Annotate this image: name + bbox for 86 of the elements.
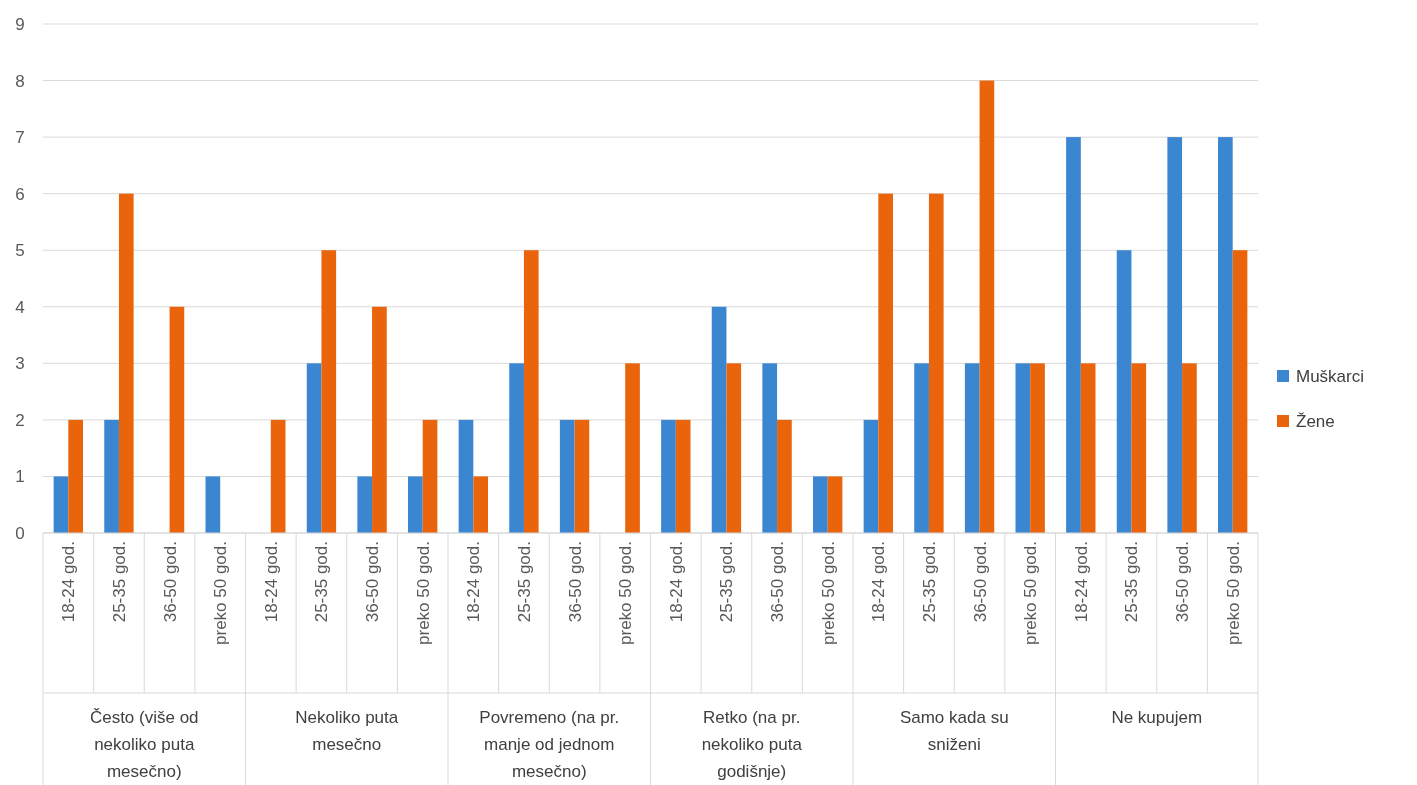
bar <box>408 476 423 533</box>
bar <box>306 363 322 533</box>
bar <box>357 476 373 533</box>
text: Često (više od nekoliko puta mesečno) <box>89 708 199 781</box>
x-tick-label: 18-24 god. <box>59 541 79 623</box>
x-tick-label: 36-50 god. <box>565 541 585 623</box>
text: Retko (na pr. nekoliko puta godišnje) <box>701 708 803 781</box>
bar <box>1015 363 1031 533</box>
bar <box>777 419 792 533</box>
y-tick-label: 6 <box>15 184 25 204</box>
x-tick-label: 36-50 god. <box>363 541 383 623</box>
legend-label: Žene <box>1296 411 1335 431</box>
bar <box>813 476 828 533</box>
x-tick-label: 25-35 god. <box>312 541 332 623</box>
bar <box>574 419 590 533</box>
x-tick-label: 36-50 god. <box>160 541 180 623</box>
bar <box>270 419 286 533</box>
bar <box>1066 137 1081 533</box>
bar <box>205 476 221 533</box>
bar <box>1167 137 1183 533</box>
bar <box>979 80 995 533</box>
bar <box>118 193 134 533</box>
text: Samo kada su sniženi <box>899 708 1009 754</box>
x-tick-label: 18-24 god. <box>261 541 281 623</box>
text: Ne kupujem <box>1111 708 1203 727</box>
x-tick-label: preko 50 god. <box>1021 541 1041 645</box>
bar <box>1218 137 1233 533</box>
bar <box>1030 363 1045 533</box>
x-tick-label: 18-24 god. <box>869 541 889 623</box>
x-tick-label: 25-35 god. <box>919 541 939 623</box>
bar <box>372 306 387 533</box>
x-tick-label: 25-35 god. <box>717 541 737 623</box>
bar <box>104 419 119 533</box>
legend-label: Muškarci <box>1296 366 1365 386</box>
bar <box>762 363 778 533</box>
bar <box>1080 363 1096 533</box>
bar <box>422 419 438 533</box>
x-tick-label: 25-35 god. <box>1122 541 1142 623</box>
x-tick-label: preko 50 god. <box>211 541 231 645</box>
x-tick-label: 18-24 god. <box>464 541 484 623</box>
x-tick-label: 36-50 god. <box>970 541 990 623</box>
x-tick-label: 36-50 god. <box>1173 541 1193 623</box>
text: Nekoliko puta mesečno <box>295 708 399 754</box>
bar <box>863 419 879 533</box>
bar <box>509 363 524 533</box>
y-tick-label: 2 <box>15 410 25 430</box>
bar <box>928 193 944 533</box>
bar <box>321 250 337 533</box>
text: Povremeno (na pr. manje od jednom mesečno) <box>479 708 620 781</box>
x-tick-label: 18-24 god. <box>1071 541 1091 623</box>
x-tick-label: 25-35 god. <box>514 541 534 623</box>
x-tick-label: 18-24 god. <box>666 541 686 623</box>
bar <box>1182 363 1197 533</box>
bar <box>458 419 474 533</box>
bar <box>68 419 83 533</box>
y-tick-label: 0 <box>15 523 25 543</box>
bar <box>625 363 640 533</box>
bar <box>523 250 539 533</box>
bar <box>914 363 929 533</box>
bar <box>661 419 676 533</box>
y-tick-label: 1 <box>15 467 25 487</box>
bar <box>559 419 575 533</box>
y-tick-label: 8 <box>15 71 25 91</box>
bar <box>1232 250 1248 533</box>
bar <box>1131 363 1147 533</box>
y-tick-label: 5 <box>15 241 25 261</box>
bar <box>964 363 980 533</box>
bar <box>169 306 185 533</box>
x-tick-label: preko 50 god. <box>616 541 636 645</box>
y-tick-label: 4 <box>15 297 25 317</box>
y-tick-label: 7 <box>15 128 25 148</box>
bar <box>878 193 893 533</box>
x-tick-label: 36-50 god. <box>768 541 788 623</box>
bar <box>726 363 742 533</box>
x-tick-label: 25-35 god. <box>109 541 129 623</box>
bar <box>827 476 843 533</box>
bar <box>53 476 69 533</box>
bar <box>675 419 691 533</box>
y-tick-label: 3 <box>15 354 25 374</box>
x-tick-label: preko 50 god. <box>818 541 838 645</box>
bar <box>473 476 488 533</box>
bar <box>1116 250 1132 533</box>
x-tick-label: preko 50 god. <box>413 541 433 645</box>
y-tick-label: 9 <box>15 14 25 34</box>
x-tick-label: preko 50 god. <box>1223 541 1243 645</box>
bar <box>711 306 727 533</box>
